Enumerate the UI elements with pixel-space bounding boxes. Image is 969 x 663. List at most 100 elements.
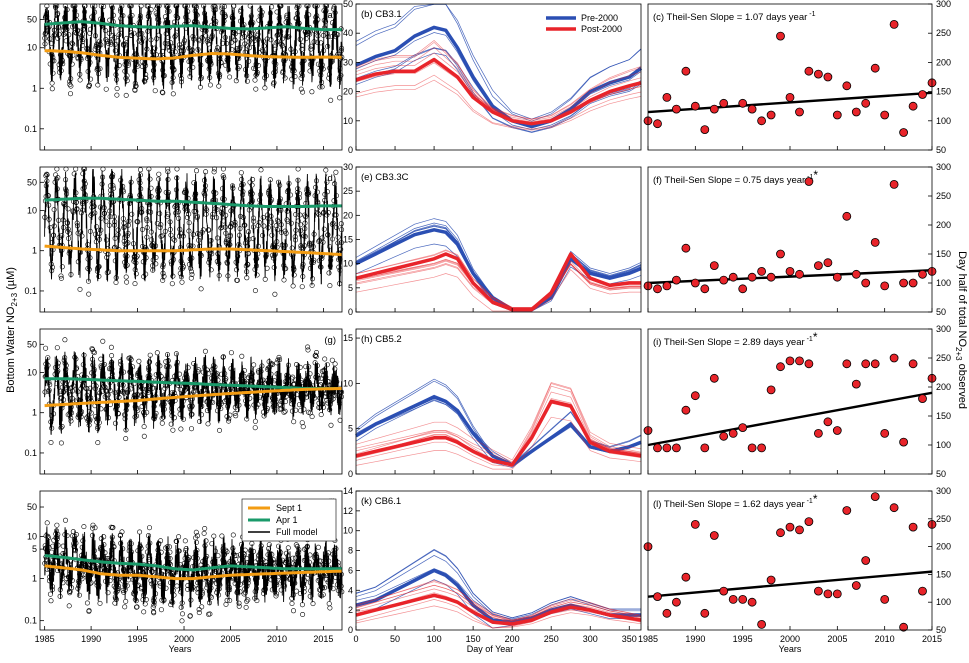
observation-point bbox=[236, 232, 242, 238]
observation-point bbox=[114, 403, 120, 409]
observation-point bbox=[282, 408, 288, 414]
observation-point bbox=[307, 242, 313, 248]
observation-point bbox=[273, 223, 279, 229]
observation-point bbox=[148, 37, 154, 43]
observation-point bbox=[181, 40, 187, 46]
observation-point bbox=[144, 225, 150, 231]
observation-point bbox=[314, 39, 320, 45]
observation-point bbox=[224, 251, 230, 257]
observation-point bbox=[214, 215, 220, 221]
observation-point bbox=[89, 346, 95, 352]
observation-point bbox=[264, 265, 270, 271]
observation-point bbox=[85, 242, 91, 248]
observation-point bbox=[160, 67, 166, 73]
observation-point bbox=[327, 263, 333, 269]
observation-point bbox=[122, 416, 128, 422]
observation-point bbox=[124, 35, 130, 41]
observation-point bbox=[49, 584, 55, 590]
observation-point bbox=[310, 601, 316, 607]
y-tick-label: 50 bbox=[27, 177, 37, 187]
observation-point bbox=[161, 401, 167, 407]
observation-point bbox=[133, 271, 139, 277]
observation-point bbox=[199, 403, 205, 409]
observation-point bbox=[113, 577, 119, 583]
observation-point bbox=[53, 16, 59, 22]
observation-point bbox=[268, 577, 274, 583]
observation-point bbox=[207, 55, 213, 61]
observation-point bbox=[59, 264, 65, 270]
observation-point bbox=[62, 355, 68, 361]
observation-point bbox=[138, 186, 144, 192]
observation-point bbox=[249, 377, 255, 383]
observation-point bbox=[185, 582, 191, 588]
observation-point bbox=[97, 204, 103, 210]
observation-point bbox=[300, 583, 306, 589]
observation-point bbox=[64, 533, 70, 539]
observation-point bbox=[102, 384, 108, 390]
observation-point bbox=[313, 354, 319, 360]
observation-point bbox=[204, 57, 210, 63]
observation-point bbox=[180, 398, 186, 404]
observation-point bbox=[288, 220, 294, 226]
y-tick-label: 15 bbox=[343, 333, 353, 343]
observation-point bbox=[183, 14, 189, 20]
data-point bbox=[719, 275, 729, 285]
observation-point bbox=[118, 361, 124, 367]
observation-point bbox=[115, 411, 121, 417]
observation-point bbox=[84, 600, 90, 606]
observation-point bbox=[329, 20, 335, 26]
observation-point bbox=[139, 403, 145, 409]
observation-point bbox=[172, 204, 178, 210]
observation-point bbox=[224, 40, 230, 46]
observation-point bbox=[209, 251, 215, 257]
observation-point bbox=[136, 177, 142, 183]
theil-sen-fit-line bbox=[647, 391, 933, 447]
observation-point bbox=[97, 390, 103, 396]
observation-point bbox=[74, 365, 80, 371]
observation-point bbox=[199, 412, 205, 418]
observation-point bbox=[154, 220, 160, 226]
observation-point bbox=[267, 10, 273, 16]
observation-point bbox=[318, 412, 324, 418]
observation-point bbox=[282, 576, 288, 582]
observation-point bbox=[139, 553, 145, 559]
observation-point bbox=[104, 254, 110, 260]
x-tick-label: 300 bbox=[583, 634, 598, 644]
observation-point bbox=[120, 578, 126, 584]
observation-point bbox=[140, 35, 146, 41]
observation-point bbox=[59, 59, 65, 65]
observation-point bbox=[109, 550, 115, 556]
observation-point bbox=[128, 541, 134, 547]
observation-point bbox=[274, 32, 280, 38]
observation-point bbox=[128, 179, 134, 185]
observation-point bbox=[79, 372, 85, 378]
observation-point bbox=[333, 376, 339, 382]
y-tick-label: 50 bbox=[936, 307, 946, 317]
observation-point bbox=[306, 190, 312, 196]
observation-point bbox=[112, 219, 118, 225]
observation-point bbox=[194, 547, 200, 553]
observation-point bbox=[316, 212, 322, 218]
observation-point bbox=[165, 169, 171, 175]
observation-point bbox=[54, 522, 60, 528]
data-point bbox=[880, 595, 890, 604]
observation-point bbox=[250, 177, 256, 183]
observation-point bbox=[321, 367, 327, 373]
observation-point bbox=[92, 525, 98, 531]
observation-point bbox=[101, 542, 107, 548]
observation-point bbox=[62, 337, 68, 343]
observation-point bbox=[274, 582, 280, 588]
observation-point bbox=[85, 265, 91, 271]
observation-point bbox=[217, 582, 223, 588]
observation-point bbox=[278, 229, 284, 235]
observation-point bbox=[176, 233, 182, 239]
data-point bbox=[766, 385, 776, 395]
observation-point bbox=[234, 267, 240, 273]
observation-point bbox=[198, 76, 204, 82]
observation-point bbox=[254, 586, 260, 592]
observation-point bbox=[176, 534, 182, 540]
observation-point bbox=[327, 401, 333, 407]
observation-point bbox=[52, 179, 58, 185]
observation-point bbox=[271, 403, 277, 409]
observation-point bbox=[193, 11, 199, 17]
